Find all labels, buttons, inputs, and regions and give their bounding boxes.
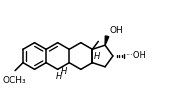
- Polygon shape: [105, 36, 109, 45]
- Text: H: H: [56, 72, 62, 81]
- Text: OCH₃: OCH₃: [2, 75, 26, 85]
- Text: OH: OH: [109, 26, 123, 35]
- Text: ···OH: ···OH: [125, 52, 146, 60]
- Text: H: H: [93, 52, 100, 61]
- Text: H: H: [61, 67, 67, 76]
